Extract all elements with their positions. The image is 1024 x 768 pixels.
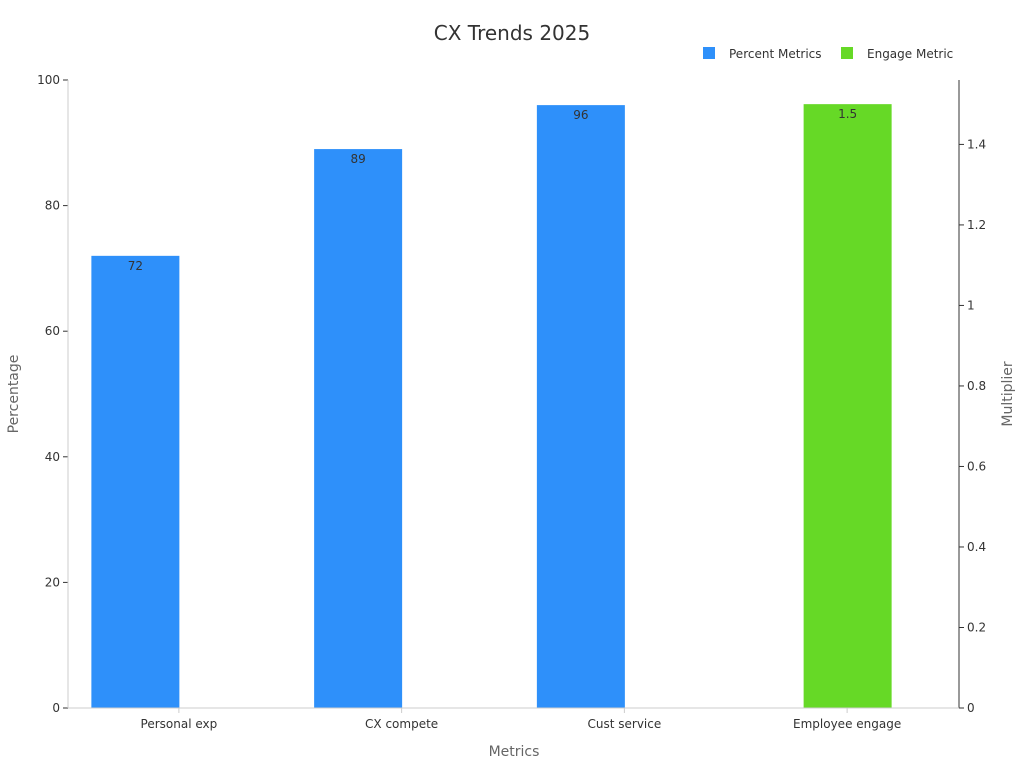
y-tick-label: 40 — [45, 450, 60, 464]
legend: Percent Metrics Engage Metric — [703, 47, 953, 61]
y-tick-label: 0 — [52, 701, 60, 715]
plot-area: 0 20 40 60 80 100 0 0.2 0.4 0.6 0.8 1 1.2 1.4 72 Person… — [37, 73, 986, 731]
y-tick-label: 100 — [37, 73, 60, 87]
bar-percent-metrics — [314, 149, 403, 708]
chart-title: CX Trends 2025 — [434, 21, 590, 45]
bar-percent-metrics — [536, 105, 625, 709]
legend-label-percent: Percent Metrics — [729, 47, 822, 61]
bar-percent-metrics — [91, 255, 180, 708]
y2-tick-label: 0.2 — [967, 620, 986, 634]
y-tick-label: 20 — [45, 575, 60, 589]
bar-engage-metric — [803, 104, 892, 708]
legend-label-engage: Engage Metric — [867, 47, 953, 61]
y-tick-label: 60 — [45, 324, 60, 338]
x-tick-label: CX compete — [365, 717, 438, 731]
x-tick-label: Cust service — [588, 717, 662, 731]
x-tick-label: Personal exp — [141, 717, 218, 731]
y2-tick-label: 1 — [967, 298, 975, 312]
y-tick-label: 80 — [45, 199, 60, 213]
data-label-percent-metrics: 72 — [128, 259, 143, 273]
data-label-engage-metric: 1.5 — [838, 107, 857, 121]
y2-tick-label: 1.2 — [967, 218, 986, 232]
x-tick-label: Employee engage — [793, 717, 901, 731]
data-label-percent-metrics: 89 — [350, 152, 365, 166]
y2-tick-label: 0.6 — [967, 459, 986, 473]
data-label-percent-metrics: 96 — [573, 108, 588, 122]
y2-tick-label: 0.4 — [967, 540, 986, 554]
legend-swatch-percent — [703, 47, 715, 59]
y2-tick-label: 0 — [967, 701, 975, 715]
y2-tick-label: 1.4 — [967, 137, 986, 151]
x-axis-title: Metrics — [489, 744, 540, 760]
y2-tick-label: 0.8 — [967, 379, 986, 393]
y-axis-title: Percentage — [6, 355, 22, 434]
y2-axis-title: Multiplier — [1000, 361, 1016, 427]
legend-swatch-engage — [841, 47, 853, 59]
